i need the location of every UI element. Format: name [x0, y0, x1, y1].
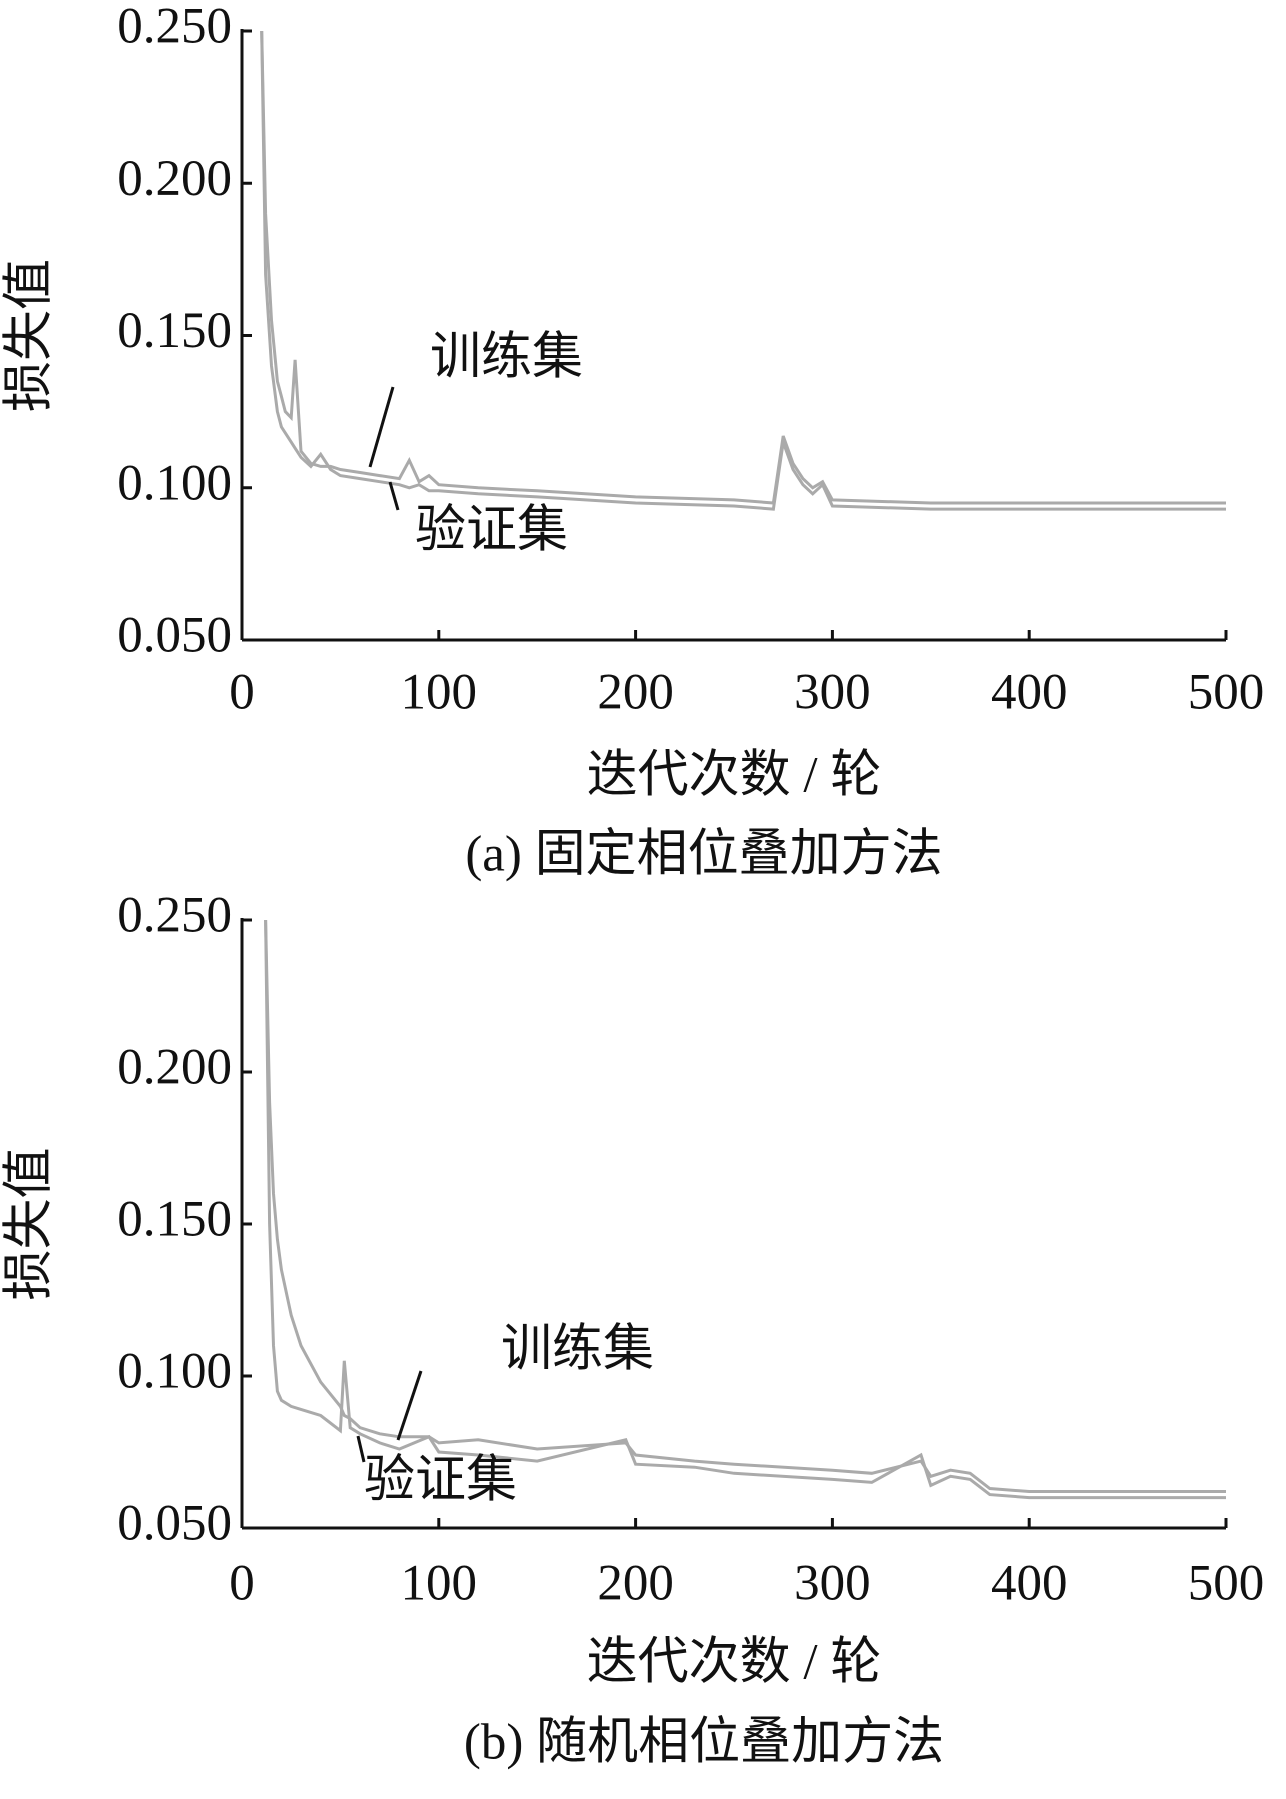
x-axis-label: 迭代次数 / 轮 [587, 1635, 882, 1691]
y-tick-label: 0.150 [117, 1192, 232, 1248]
x-tick-label: 0 [229, 665, 255, 721]
caption: (b) 随机相位叠加方法 [464, 1715, 944, 1771]
y-tick-label: 0.250 [117, 0, 232, 55]
x-tick-label: 200 [597, 665, 674, 721]
series-label: 验证集 [364, 1453, 517, 1509]
y-axis-label: 损失值 [2, 1147, 58, 1300]
y-tick-label: 0.200 [117, 151, 232, 207]
y-tick-label: 0.100 [117, 455, 232, 511]
x-tick-label: 100 [401, 1556, 478, 1612]
series-label: 验证集 [415, 503, 568, 559]
caption: (a) 固定相位叠加方法 [465, 827, 942, 883]
series-line [260, 30, 1226, 511]
y-tick-label: 0.050 [117, 608, 232, 664]
y-tick-label: 0.200 [117, 1040, 232, 1096]
annotation-leader [368, 386, 395, 468]
x-tick-label: 400 [991, 665, 1068, 721]
annotation-leader [356, 1435, 366, 1463]
y-axis-label: 损失值 [2, 259, 58, 412]
series-line [260, 30, 1226, 505]
y-tick-label: 0.100 [117, 1344, 232, 1400]
series-label: 训练集 [501, 1322, 654, 1378]
x-tick-label: 400 [991, 1556, 1068, 1612]
series-label: 训练集 [430, 330, 583, 386]
x-tick-label: 100 [401, 665, 478, 721]
series-line [264, 919, 1226, 1500]
x-tick-label: 500 [1188, 665, 1265, 721]
annotation-leader [396, 1370, 423, 1441]
x-tick-label: 0 [229, 1556, 255, 1612]
y-tick-label: 0.250 [117, 888, 232, 944]
series-line [264, 919, 1226, 1493]
y-tick-label: 0.050 [117, 1496, 232, 1552]
x-tick-label: 200 [597, 1556, 674, 1612]
annotation-leader [388, 481, 400, 511]
x-tick-label: 300 [794, 1556, 871, 1612]
x-axis-label: 迭代次数 / 轮 [587, 748, 882, 804]
x-tick-label: 500 [1188, 1556, 1265, 1612]
x-tick-label: 300 [794, 665, 871, 721]
y-tick-label: 0.150 [117, 303, 232, 359]
